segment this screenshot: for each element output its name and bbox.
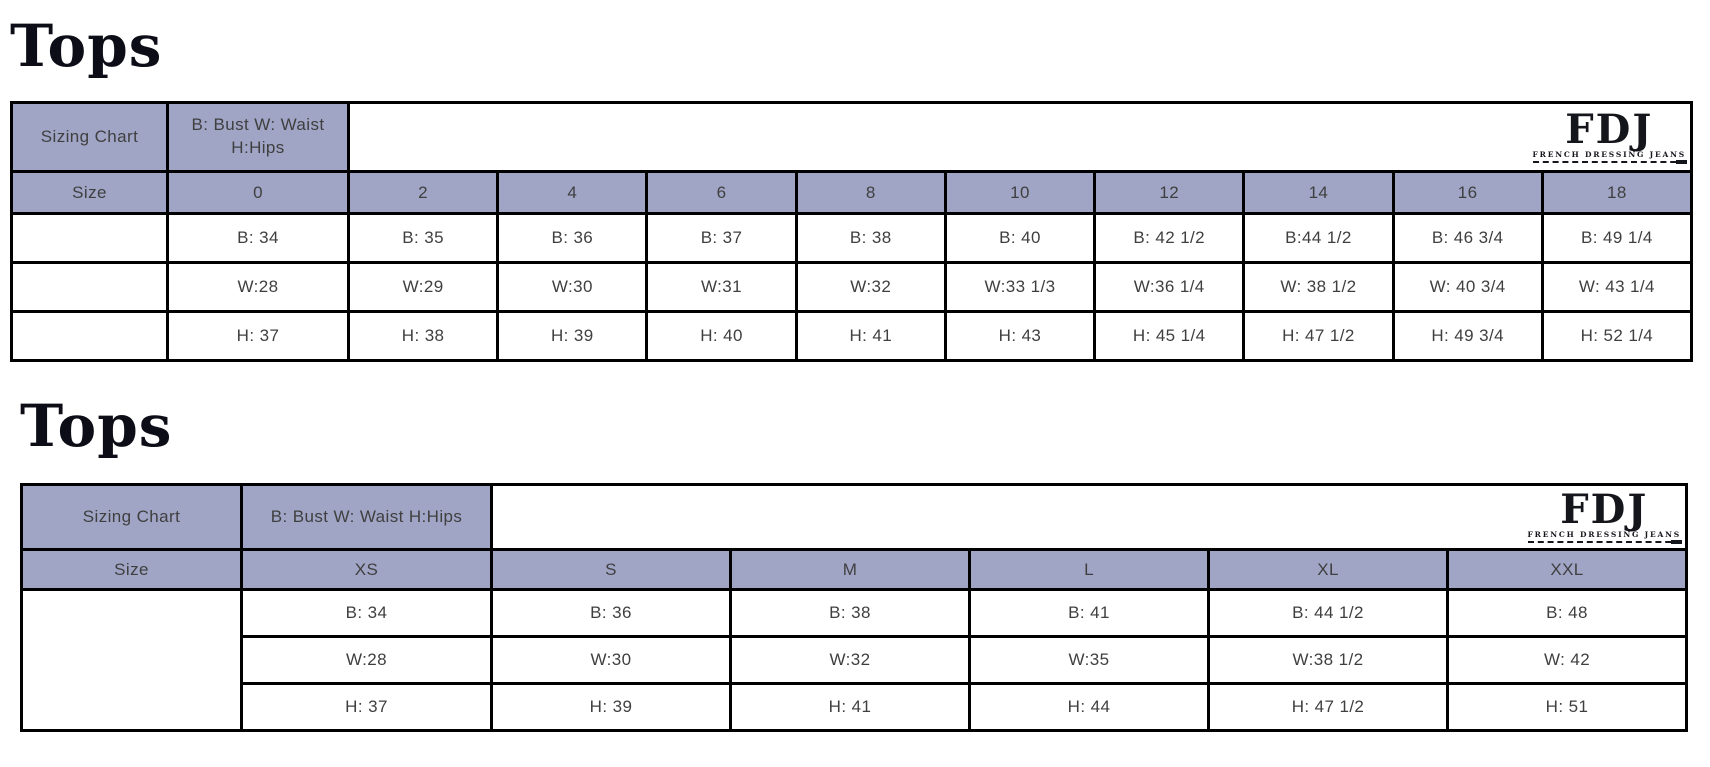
section-title-tops-letter: Tops (20, 392, 173, 460)
hips-cell: H: 38 (346, 310, 500, 362)
bust-cell: B: 44 1/2 (1207, 588, 1449, 638)
bust-cell: B: 36 (496, 212, 649, 264)
bust-cell: B: 35 (346, 212, 500, 264)
waist-cell: W: 40 3/4 (1391, 261, 1544, 313)
fdj-logo-text: FDJ (1565, 105, 1654, 153)
empty-row-label-cell-merged (20, 588, 243, 732)
waist-cell: W:32 (729, 635, 971, 685)
size-col-header: 10 (943, 170, 1097, 215)
hips-cell: H: 40 (645, 310, 798, 362)
size-col-header: XL (1207, 548, 1449, 591)
sizing-table-letter: Sizing Chart B: Bust W: Waist H:Hips FDJ… (20, 483, 1688, 732)
size-col-header: 8 (794, 170, 947, 215)
size-col-header: XXL (1446, 548, 1688, 591)
size-col-header: 6 (645, 170, 798, 215)
waist-cell: W:33 1/3 (943, 261, 1097, 313)
waist-cell: W:36 1/4 (1093, 261, 1246, 313)
bust-cell: B: 34 (166, 212, 350, 264)
size-col-header: 18 (1540, 170, 1694, 215)
hips-cell: H: 44 (968, 682, 1210, 732)
hips-cell: H: 37 (240, 682, 493, 732)
hips-cell: H: 51 (1446, 682, 1688, 732)
bust-cell: B: 46 3/4 (1391, 212, 1544, 264)
fdj-logo: FDJ FRENCH DRESSING JEANS (1532, 105, 1688, 164)
bust-cell: B: 34 (240, 588, 493, 638)
bust-cell: B: 49 1/4 (1540, 212, 1694, 264)
waist-cell: W:29 (346, 261, 500, 313)
size-col-header: 0 (166, 170, 350, 215)
waist-cell: W:30 (496, 261, 649, 313)
waist-cell: W:28 (240, 635, 493, 685)
fdj-logo-tagline: FRENCH DRESSING JEANS (1527, 529, 1681, 539)
measurement-legend: B: Bust W: Waist H:Hips (166, 101, 350, 173)
hips-cell: H: 41 (794, 310, 947, 362)
empty-row-label-cell (10, 212, 169, 264)
bust-cell: B:44 1/2 (1242, 212, 1395, 264)
waist-cell: W:30 (490, 635, 732, 685)
sizing-table-numeric: Sizing Chart B: Bust W: Waist H:Hips FDJ… (10, 101, 1694, 362)
size-row-label: Size (20, 548, 243, 591)
size-col-header: XS (240, 548, 493, 591)
size-col-header: 4 (496, 170, 649, 215)
bust-cell: B: 38 (794, 212, 947, 264)
fdj-logo-text: FDJ (1560, 485, 1649, 533)
logo-cell: FDJ FRENCH DRESSING JEANS (490, 483, 1688, 551)
hips-cell: H: 52 1/4 (1540, 310, 1694, 362)
waist-cell: W:28 (166, 261, 350, 313)
fdj-logo: FDJ FRENCH DRESSING JEANS (1527, 485, 1683, 544)
empty-row-label-cell (10, 310, 169, 362)
size-col-header: 12 (1093, 170, 1246, 215)
bust-cell: B: 48 (1446, 588, 1688, 638)
size-col-header: 14 (1242, 170, 1395, 215)
hips-cell: H: 47 1/2 (1207, 682, 1449, 732)
size-col-header: M (729, 548, 971, 591)
empty-row-label-cell (10, 261, 169, 313)
sizing-chart-corner-label: Sizing Chart (10, 101, 169, 173)
section-title-tops-numeric: Tops (10, 12, 163, 80)
bust-cell: B: 38 (729, 588, 971, 638)
fdj-logo-tagline: FRENCH DRESSING JEANS (1532, 149, 1686, 159)
waist-cell: W:32 (794, 261, 947, 313)
bust-cell: B: 41 (968, 588, 1210, 638)
fdj-logo-underline-icon (1532, 159, 1688, 164)
logo-cell: FDJ FRENCH DRESSING JEANS (347, 101, 1693, 173)
waist-cell: W:38 1/2 (1207, 635, 1449, 685)
size-col-header: S (490, 548, 732, 591)
hips-cell: H: 47 1/2 (1242, 310, 1395, 362)
hips-cell: H: 39 (496, 310, 649, 362)
hips-cell: H: 49 3/4 (1391, 310, 1544, 362)
bust-cell: B: 42 1/2 (1093, 212, 1246, 264)
hips-cell: H: 45 1/4 (1093, 310, 1246, 362)
bust-cell: B: 36 (490, 588, 732, 638)
size-col-header: 16 (1391, 170, 1544, 215)
waist-cell: W: 43 1/4 (1540, 261, 1694, 313)
hips-cell: H: 41 (729, 682, 971, 732)
bust-cell: B: 40 (943, 212, 1097, 264)
hips-cell: H: 37 (166, 310, 350, 362)
waist-cell: W:31 (645, 261, 798, 313)
size-row-label: Size (10, 170, 169, 215)
hips-cell: H: 43 (943, 310, 1097, 362)
measurement-legend: B: Bust W: Waist H:Hips (240, 483, 493, 551)
size-col-header: 2 (346, 170, 500, 215)
waist-cell: W: 42 (1446, 635, 1688, 685)
waist-cell: W:35 (968, 635, 1210, 685)
hips-cell: H: 39 (490, 682, 732, 732)
size-col-header: L (968, 548, 1210, 591)
fdj-logo-underline-icon (1527, 539, 1683, 544)
sizing-chart-corner-label: Sizing Chart (20, 483, 243, 551)
waist-cell: W: 38 1/2 (1242, 261, 1395, 313)
bust-cell: B: 37 (645, 212, 798, 264)
